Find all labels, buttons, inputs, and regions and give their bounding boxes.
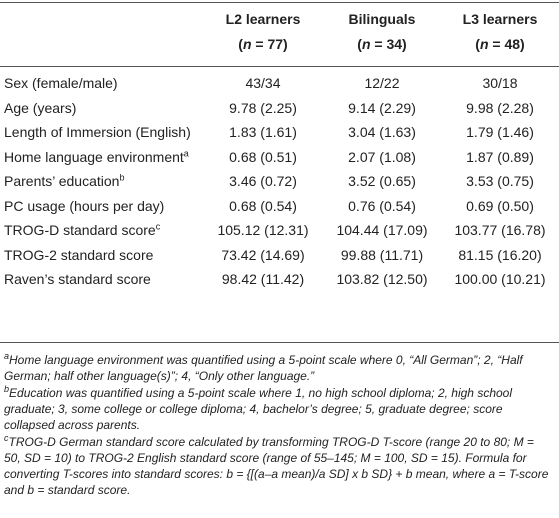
rule xyxy=(0,66,559,67)
footnote-text: TROG-D German standard score calculated … xyxy=(4,435,549,497)
rule xyxy=(0,2,559,3)
n-part: = 34) xyxy=(370,36,407,52)
cell-value: 3.52 (0.65) xyxy=(348,173,416,189)
cell-value: 0.76 (0.54) xyxy=(348,197,416,214)
footnote-mark: c xyxy=(4,433,9,443)
row-label: PC usage (hours per day) xyxy=(4,198,164,214)
cell-value: 73.42 (14.69) xyxy=(221,246,305,263)
label-text: TROG-2 standard score xyxy=(4,246,154,263)
cell-value: 98.42 (11.42) xyxy=(221,271,305,287)
footnote-text: Education was quantified using a 5-point… xyxy=(4,386,513,432)
footnote-mark: a xyxy=(183,147,189,158)
cell-value: 3.53 (0.75) xyxy=(466,173,534,189)
footnote: cTROG-D German standard score calculated… xyxy=(4,434,552,498)
row-label: Length of Immersion (English) xyxy=(4,124,191,140)
cell-value: 99.88 (11.71) xyxy=(340,246,424,263)
footnote-text: Home language environment was quantified… xyxy=(4,353,523,383)
cell-value: 0.69 (0.50) xyxy=(466,197,534,214)
column-header: Bilinguals xyxy=(348,11,416,27)
cell-value: 0.68 (0.54) xyxy=(229,197,297,214)
cell-value: 1.79 (1.46) xyxy=(466,124,534,140)
label-text: Length of Immersion (English) xyxy=(4,124,191,140)
label-text: TROG-D standard score xyxy=(4,222,156,238)
footnote-mark: b xyxy=(119,172,125,183)
label-text: Age (years) xyxy=(4,99,77,116)
cell-value: 2.07 (1.08) xyxy=(348,148,416,165)
row-label: Parents’ educationb xyxy=(4,173,124,189)
column-n: (n = 77) xyxy=(203,36,323,52)
n-part: = 48) xyxy=(488,36,525,52)
cell-value: 9.98 (2.28) xyxy=(466,99,534,116)
n-part: ( xyxy=(475,36,480,52)
cell-value: 100.00 (10.21) xyxy=(454,271,546,287)
footnotes: aHome language environment was quantifie… xyxy=(4,352,552,499)
label-text: Raven’s standard score xyxy=(4,271,151,287)
column-header: L2 learners xyxy=(225,11,301,27)
footnote-mark: b xyxy=(4,384,10,394)
column-n: (n = 48) xyxy=(440,36,559,52)
label-text: PC usage (hours per day) xyxy=(4,197,165,214)
cell-value: 3.04 (1.63) xyxy=(348,124,416,140)
n-part: ( xyxy=(357,36,362,52)
column-n: (n = 34) xyxy=(322,36,442,52)
cell-value: 103.77 (16.78) xyxy=(454,222,546,238)
row-label: Home language environmenta xyxy=(4,147,189,165)
n-part: n xyxy=(242,36,252,52)
cell-value: 104.44 (17.09) xyxy=(336,222,428,238)
row-label: TROG-2 standard score xyxy=(4,247,153,263)
n-part: n xyxy=(479,36,489,52)
n-part: ( xyxy=(238,36,243,52)
cell-value: 81.15 (16.20) xyxy=(458,246,542,263)
cell-value: 9.78 (2.25) xyxy=(229,99,297,116)
row-label: TROG-D standard scorec xyxy=(4,222,160,238)
label-text: Sex (female/male) xyxy=(4,75,118,91)
cell-value: 3.46 (0.72) xyxy=(229,173,297,189)
column-header: L3 learners xyxy=(462,11,538,27)
cell-value: 1.87 (0.89) xyxy=(466,148,534,165)
n-part: n xyxy=(361,36,371,52)
footnote: aHome language environment was quantifie… xyxy=(4,352,552,384)
row-label: Raven’s standard score xyxy=(4,271,151,287)
row-label: Sex (female/male) xyxy=(4,75,118,91)
cell-value: 0.68 (0.51) xyxy=(229,148,297,165)
n-part: = 77) xyxy=(251,36,288,52)
footnote-mark: c xyxy=(155,221,161,232)
cell-value: 9.14 (2.29) xyxy=(348,99,416,116)
rule xyxy=(0,342,559,343)
cell-value: 43/34 xyxy=(245,75,281,91)
row-label: Age (years) xyxy=(4,100,76,116)
cell-value: 103.82 (12.50) xyxy=(336,271,428,287)
footnote-mark: a xyxy=(4,351,10,361)
cell-value: 30/18 xyxy=(482,75,518,91)
label-text: Home language environment xyxy=(4,148,184,165)
cell-value: 12/22 xyxy=(364,75,400,91)
footnote: bEducation was quantified using a 5-poin… xyxy=(4,385,552,433)
label-text: Parents’ education xyxy=(4,173,120,189)
cell-value: 1.83 (1.61) xyxy=(229,124,297,140)
cell-value: 105.12 (12.31) xyxy=(217,222,309,238)
